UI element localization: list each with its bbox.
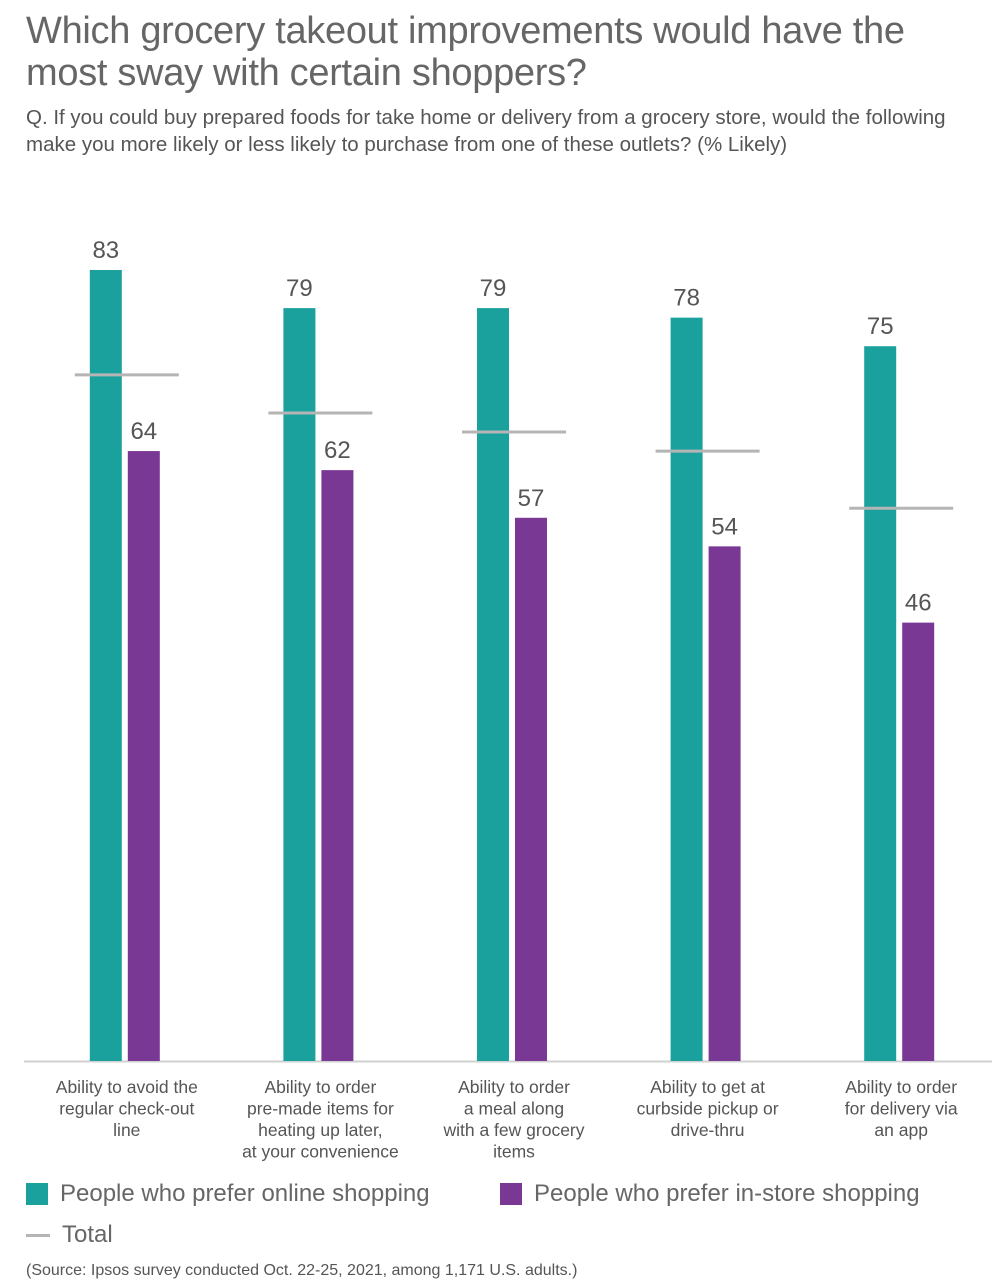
legend-item-online: People who prefer online shopping: [26, 1180, 430, 1208]
data-label-instore-4: 54: [711, 513, 738, 540]
data-label-online-4: 78: [673, 285, 700, 312]
category-label-2-line-3: heating up later,: [258, 1120, 383, 1140]
legend-label-online: People who prefer online shopping: [60, 1180, 430, 1207]
category-label-3-line-3: with a few grocery: [442, 1120, 584, 1140]
category-label-2-line-4: at your convenience: [242, 1142, 399, 1162]
bar-instore-2: [321, 470, 354, 1061]
data-label-instore-1: 64: [130, 418, 157, 445]
category-label-1-line-1: Ability to avoid the: [56, 1077, 198, 1097]
category-label-4-line-2: curbside pickup or: [637, 1099, 779, 1119]
category-label-5-line-1: Ability to order: [845, 1077, 957, 1097]
bar-online-3: [477, 308, 509, 1061]
source-note: (Source: Ipsos survey conducted Oct. 22-…: [26, 1262, 578, 1279]
category-label-4-line-1: Ability to get at: [650, 1077, 765, 1097]
bar-online-2: [283, 308, 316, 1061]
category-label-1-line-3: line: [113, 1120, 140, 1140]
legend-label-instore: People who prefer in-store shopping: [534, 1180, 920, 1207]
chart-title: Which grocery takeout improvements would…: [26, 10, 905, 94]
bar-instore-4: [708, 546, 741, 1061]
legend-item-total: Total: [26, 1221, 113, 1249]
bar-instore-1: [127, 451, 160, 1062]
data-label-online-2: 79: [286, 275, 313, 302]
data-label-instore-3: 57: [518, 485, 545, 512]
data-label-online-1: 83: [92, 237, 119, 264]
data-label-instore-2: 62: [324, 437, 351, 464]
category-label-5-line-2: for delivery via: [845, 1099, 958, 1119]
legend-item-instore: People who prefer in-store shopping: [500, 1180, 920, 1208]
chart-subtitle: Q. If you could buy prepared foods for t…: [26, 106, 946, 156]
data-label-online-3: 79: [480, 275, 507, 302]
data-label-instore-5: 46: [905, 590, 932, 617]
category-label-5-line-3: an app: [874, 1120, 928, 1140]
category-label-3-line-1: Ability to order: [458, 1077, 570, 1097]
category-label-3-line-4: items: [493, 1142, 535, 1162]
legend-swatch-online: [26, 1183, 48, 1205]
category-label-2-line-1: Ability to order: [264, 1077, 376, 1097]
data-label-online-5: 75: [867, 313, 894, 340]
category-label-2-line-2: pre-made items for: [247, 1099, 394, 1119]
category-label-4-line-3: drive-thru: [671, 1120, 745, 1140]
bar-online-1: [89, 270, 122, 1061]
category-label-1-line-2: regular check-out: [59, 1099, 194, 1119]
bar-online-5: [864, 346, 897, 1061]
category-label-3-line-2: a meal along: [464, 1099, 564, 1119]
bar-instore-3: [515, 517, 547, 1061]
legend-dash-total: [26, 1233, 50, 1237]
bar-instore-5: [902, 622, 935, 1061]
legend-swatch-instore: [500, 1183, 522, 1205]
legend-label-total: Total: [62, 1221, 113, 1248]
bar-online-4: [670, 317, 703, 1061]
